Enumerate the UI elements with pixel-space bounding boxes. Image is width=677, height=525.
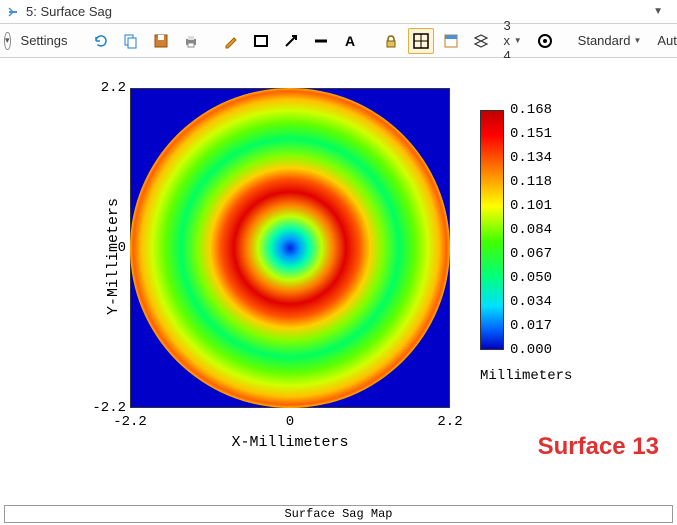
colorbar-label: Millimeters [480,368,572,384]
cb-tick: 0.067 [510,246,552,262]
pencil-icon [223,33,239,49]
statusbar: Surface Sag Map [4,505,673,523]
rectangle-icon [253,33,269,49]
settings-label: Settings [21,33,68,48]
layers-icon [473,33,489,49]
expand-toggle[interactable]: ▾ [4,32,11,50]
grid-size-button[interactable]: 3 x 4▼ [498,28,528,54]
window-config-icon [443,33,459,49]
lock-button[interactable] [378,28,404,54]
x-tick: -2.2 [113,414,147,430]
text-icon: A [343,33,359,49]
lock-icon [383,33,399,49]
refresh-button[interactable] [88,28,114,54]
x-axis-label: X-Millimeters [130,434,450,451]
arrow-icon [283,33,299,49]
plot-area: 2.2 0 -2.2 -2.2 0 2.2 Y-Millimeters X-Mi… [0,58,677,505]
cb-tick: 0.151 [510,126,552,142]
settings-button[interactable]: Settings [15,28,74,54]
zoom-fit-icon [413,33,429,49]
window-config-button[interactable] [438,28,464,54]
y-tick: 2.2 [90,80,126,96]
automatic-dropdown[interactable]: Automa [651,28,677,54]
cb-tick: 0.101 [510,198,552,214]
colorbar [480,110,504,350]
cb-tick: 0.134 [510,150,552,166]
cb-tick: 0.050 [510,270,552,286]
y-axis-label: Y-Millimeters [105,198,122,315]
print-icon [183,33,199,49]
svg-text:A: A [345,33,355,49]
automatic-label: Automa [657,33,677,48]
save-icon [153,33,169,49]
heatmap-data [130,88,450,408]
target-button[interactable] [532,28,558,54]
layers-button[interactable] [468,28,494,54]
save-button[interactable] [148,28,174,54]
cb-tick: 0.000 [510,342,552,358]
line-button[interactable] [308,28,334,54]
rect-button[interactable] [248,28,274,54]
x-axis-ticks: -2.2 0 2.2 [130,410,450,430]
x-tick: 2.2 [437,414,462,430]
window-title: 5: Surface Sag [26,4,647,19]
window-icon [6,5,20,19]
toolbar: ▾ Settings A 3 x 4▼ Standa [0,24,677,58]
line-icon [313,33,329,49]
pencil-button[interactable] [218,28,244,54]
refresh-icon [93,33,109,49]
statusbar-text: Surface Sag Map [284,507,392,521]
cb-tick: 0.034 [510,294,552,310]
cb-tick: 0.017 [510,318,552,334]
x-tick: 0 [286,414,294,430]
grid-size-label: 3 x 4 [504,18,511,63]
cb-tick: 0.084 [510,222,552,238]
copy-button[interactable] [118,28,144,54]
cb-tick: 0.168 [510,102,552,118]
zoom-fit-button[interactable] [408,28,434,54]
text-button[interactable]: A [338,28,364,54]
titlebar: 5: Surface Sag ▼ [0,0,677,24]
heatmap-chart[interactable] [130,88,450,408]
standard-dropdown[interactable]: Standard▼ [572,28,648,54]
standard-label: Standard [578,33,631,48]
cb-tick: 0.118 [510,174,552,190]
window-menu-dropdown[interactable]: ▼ [653,6,671,17]
target-icon [537,33,553,49]
copy-icon [123,33,139,49]
arrow-button[interactable] [278,28,304,54]
print-button[interactable] [178,28,204,54]
surface-annotation: Surface 13 [538,433,659,461]
